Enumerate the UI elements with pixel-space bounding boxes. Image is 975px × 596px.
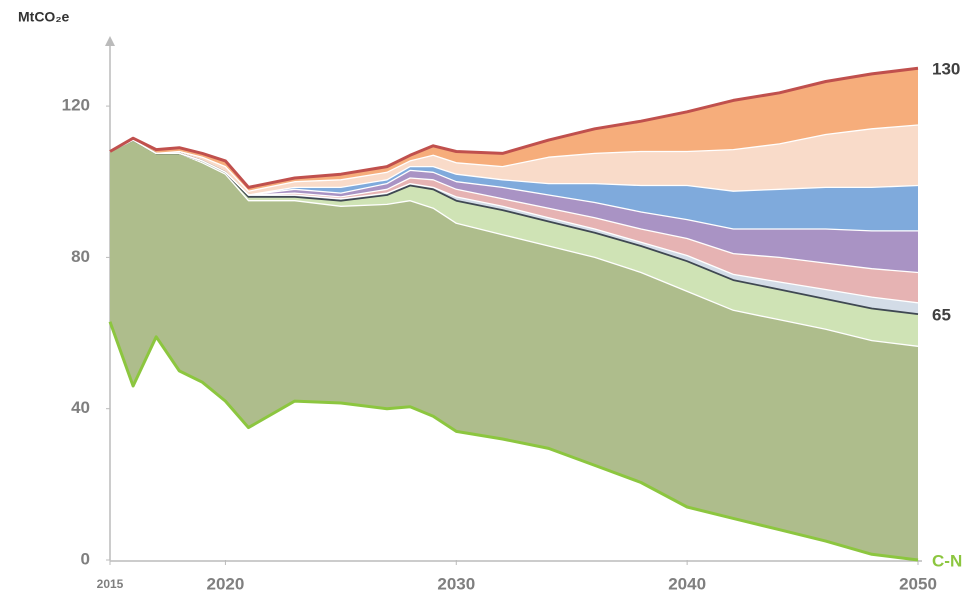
total-line: [109, 66, 919, 189]
x-tick-label: 2040: [668, 574, 706, 593]
area-band: [110, 140, 918, 315]
x-tick-label: 2020: [207, 574, 245, 593]
area-band: [110, 125, 918, 195]
x-tick-label: 2050: [899, 574, 937, 593]
y-tick-label: 0: [81, 549, 90, 568]
band-edge: [109, 139, 919, 196]
baseline-line: [108, 321, 919, 562]
area-band: [110, 140, 918, 303]
y-tick-label: 120: [62, 96, 90, 115]
y-axis-arrow: [105, 36, 115, 46]
x-tick-label: 2015: [97, 577, 124, 591]
y-axis-label: MtCO₂e: [18, 9, 70, 25]
y-tick-label: 40: [71, 398, 90, 417]
y-tick-label: 80: [71, 247, 90, 266]
x-tick-label: 2030: [437, 574, 475, 593]
annotation: 65: [932, 306, 951, 325]
area-band: [110, 140, 918, 347]
annotation: 130: [932, 60, 960, 79]
area-band: [110, 140, 918, 273]
area-band: [110, 140, 918, 231]
area-band: [110, 140, 918, 560]
band-edge: [109, 139, 919, 347]
band-edge: [109, 124, 919, 192]
annotation: C-N: [932, 551, 962, 570]
